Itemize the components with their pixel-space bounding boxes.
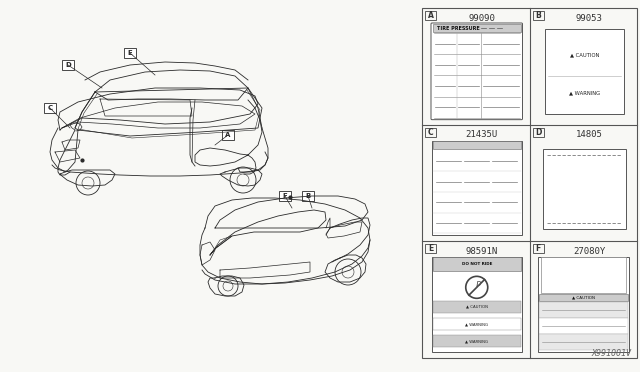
Bar [532,11,543,20]
Bar [279,191,291,201]
Bar [545,29,624,114]
Text: D: D [65,62,71,68]
Text: D: D [535,128,541,137]
Text: X991001V: X991001V [592,349,632,358]
Text: ▲ CAUTION: ▲ CAUTION [570,52,599,57]
Bar [538,294,628,301]
Bar [538,334,628,350]
Text: C: C [428,128,433,137]
Bar [433,301,520,313]
Text: B: B [535,11,541,20]
Bar [432,141,522,235]
Text: B: B [305,193,310,199]
Text: ▲ WARNING: ▲ WARNING [465,322,488,326]
Text: 98591N: 98591N [466,247,498,256]
Text: ▲ WARNING: ▲ WARNING [465,339,488,343]
Bar [433,24,520,32]
Text: 14805: 14805 [576,130,603,139]
Text: F: F [283,193,287,199]
Text: A: A [225,132,230,138]
Text: 99090: 99090 [468,13,495,22]
Text: E: E [127,50,132,56]
Text: ▲ CAUTION: ▲ CAUTION [572,296,595,300]
Bar [532,128,543,137]
Text: P: P [476,281,481,290]
Bar [44,103,56,113]
Bar [538,257,629,352]
Bar [425,11,436,20]
Bar [425,244,436,253]
Text: ▲ WARNING: ▲ WARNING [569,90,600,95]
Bar [433,336,520,347]
Bar [541,257,626,293]
Text: F: F [536,244,541,253]
Bar [422,8,637,358]
Bar [124,48,136,58]
Bar [433,257,520,271]
FancyBboxPatch shape [431,23,522,120]
Bar [433,141,520,149]
Bar [538,318,628,334]
Text: 27080Y: 27080Y [573,247,605,256]
Bar [538,302,628,318]
Text: A: A [428,11,433,20]
Bar [425,128,436,137]
Bar [302,191,314,201]
Text: ▲ CAUTION: ▲ CAUTION [466,305,488,309]
Text: E: E [428,244,433,253]
Bar [543,149,626,229]
Text: C: C [47,105,52,111]
Text: TIRE PRESSURE: TIRE PRESSURE [438,26,480,31]
Text: 99053: 99053 [576,13,603,22]
Bar [433,318,520,330]
Bar [222,130,234,140]
Bar [62,60,74,70]
Text: DO NOT RIDE: DO NOT RIDE [461,262,492,266]
Text: 21435U: 21435U [466,130,498,139]
Bar [432,257,522,352]
Bar [532,244,543,253]
